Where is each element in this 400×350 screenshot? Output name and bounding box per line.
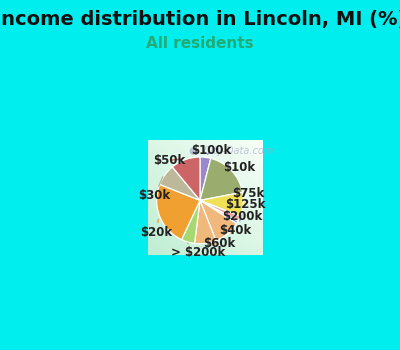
Text: $50k: $50k [153, 154, 185, 167]
Wedge shape [200, 159, 242, 200]
Wedge shape [200, 192, 243, 216]
Text: Income distribution in Lincoln, MI (%): Income distribution in Lincoln, MI (%) [0, 10, 400, 29]
Wedge shape [200, 200, 238, 224]
Text: All residents: All residents [146, 36, 254, 51]
Wedge shape [200, 200, 237, 241]
Text: $60k: $60k [203, 237, 236, 250]
Wedge shape [194, 200, 216, 244]
Text: $10k: $10k [223, 161, 255, 174]
Text: $40k: $40k [219, 224, 252, 237]
Wedge shape [172, 157, 200, 200]
Text: $20k: $20k [140, 219, 173, 239]
Wedge shape [160, 167, 200, 200]
Text: > $200k: > $200k [170, 243, 225, 259]
Wedge shape [182, 200, 200, 243]
Text: $125k: $125k [226, 198, 266, 217]
Wedge shape [200, 157, 211, 200]
Text: $200k: $200k [222, 210, 262, 223]
Text: $30k: $30k [138, 177, 170, 202]
Text: ●  City-Data.com: ● City-Data.com [189, 146, 273, 156]
Text: $100k: $100k [191, 144, 232, 157]
Wedge shape [157, 184, 200, 240]
Text: $75k: $75k [232, 187, 264, 204]
Wedge shape [200, 200, 240, 221]
